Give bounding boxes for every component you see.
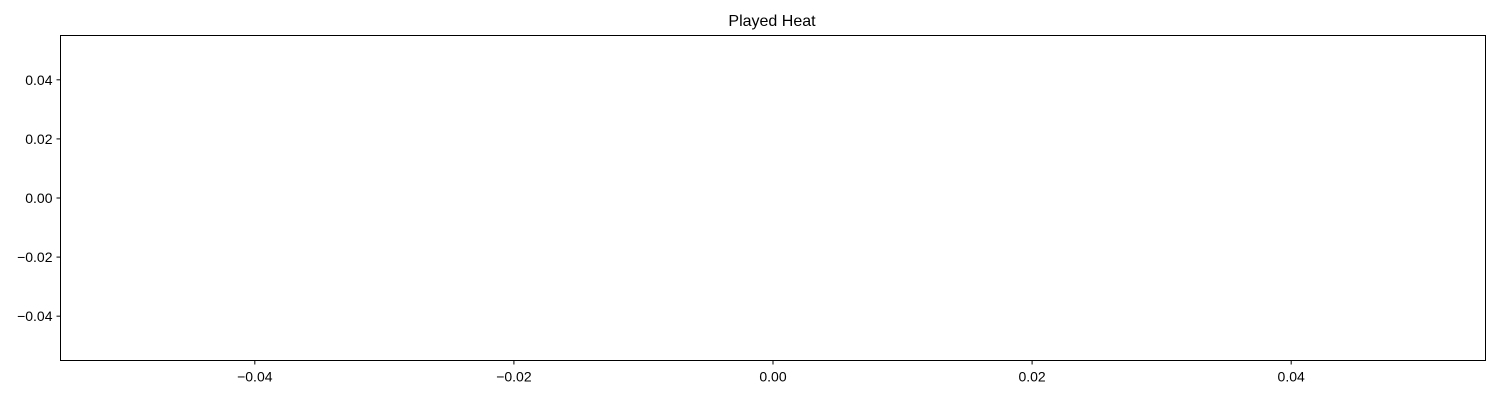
y-axis: 0.04 0.02 0.00 −0.02 −0.04 xyxy=(17,72,61,324)
x-tick-label: −0.02 xyxy=(496,369,532,385)
x-axis: −0.04 −0.02 0.00 0.02 0.04 xyxy=(237,360,1305,385)
y-tick-label: −0.04 xyxy=(17,308,53,324)
y-tick-label: 0.04 xyxy=(25,72,52,88)
y-tick-label: 0.02 xyxy=(25,131,52,147)
x-tick-label: 0.00 xyxy=(759,369,786,385)
chart-title: Played Heat xyxy=(728,13,816,30)
x-tick-label: −0.04 xyxy=(237,369,273,385)
x-tick-label: 0.02 xyxy=(1018,369,1045,385)
plot-area xyxy=(60,35,1486,361)
y-tick-label: −0.02 xyxy=(17,249,53,265)
x-tick-label: 0.04 xyxy=(1278,369,1305,385)
y-tick-label: 0.00 xyxy=(25,190,52,206)
